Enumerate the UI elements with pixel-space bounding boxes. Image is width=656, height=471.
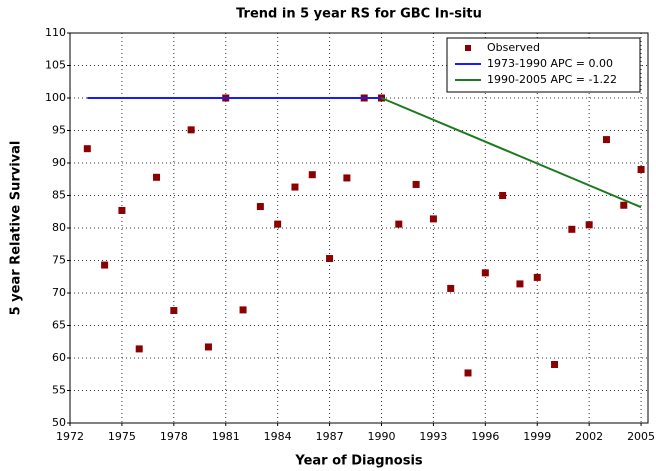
marker: [568, 225, 576, 233]
marker: [551, 361, 559, 368]
marker: [499, 192, 507, 199]
legend-label: Observed: [487, 41, 540, 54]
marker: [274, 220, 282, 228]
marker: [118, 206, 126, 214]
legend-swatch: [465, 45, 471, 51]
marker: [481, 269, 489, 277]
marker: [447, 284, 455, 292]
y-tick-label: 110: [45, 26, 66, 39]
x-tick-label: 1999: [523, 430, 551, 443]
y-tick-label: 65: [52, 319, 66, 332]
y-tick-label: 105: [45, 59, 66, 72]
marker: [343, 174, 351, 182]
legend-label: 1973-1990 APC = 0.00: [487, 57, 613, 70]
marker: [602, 136, 610, 144]
marker: [412, 180, 420, 188]
x-tick-label: 1975: [108, 430, 136, 443]
x-tick-label: 1996: [471, 430, 499, 443]
marker: [187, 126, 195, 134]
marker: [291, 183, 299, 191]
marker: [533, 273, 541, 281]
x-tick-label: 1990: [367, 430, 395, 443]
marker: [326, 255, 334, 263]
x-tick-label: 1987: [316, 430, 344, 443]
marker: [135, 345, 143, 353]
x-tick-label: 1972: [56, 430, 84, 443]
x-tick-label: 2005: [627, 430, 655, 443]
y-tick-label: 50: [52, 416, 66, 429]
x-axis-label: Year of Diagnosis: [294, 454, 423, 469]
marker: [83, 145, 91, 153]
y-tick-label: 70: [52, 286, 66, 299]
trend-line: [381, 97, 642, 209]
y-tick-label: 100: [45, 91, 66, 104]
plot-frame: [69, 32, 649, 424]
x-tick-label: 1981: [212, 430, 240, 443]
marker: [516, 280, 524, 288]
y-tick-label: 55: [52, 384, 66, 397]
marker: [308, 171, 316, 179]
marker: [204, 343, 212, 351]
y-tick-label: 85: [52, 189, 66, 202]
x-tick-label: 1978: [160, 430, 188, 443]
marker: [395, 220, 403, 228]
marker: [620, 201, 628, 209]
x-tick-label: 2002: [575, 430, 603, 443]
x-tick-label: 1984: [264, 430, 292, 443]
y-tick-label: 90: [52, 156, 66, 169]
marker: [153, 173, 161, 181]
marker: [170, 307, 178, 315]
chart-title: Trend in 5 year RS for GBC In-situ: [236, 7, 482, 22]
y-tick-label: 80: [52, 221, 66, 234]
y-tick-label: 60: [52, 351, 66, 364]
marker: [585, 221, 593, 229]
y-axis-label: 5 year Relative Survival: [9, 141, 24, 316]
legend-label: 1990-2005 APC = -1.22: [487, 73, 617, 86]
marker: [239, 306, 247, 314]
marker: [256, 203, 264, 211]
marker: [637, 166, 645, 173]
y-tick-label: 75: [52, 254, 66, 267]
y-tick-label: 95: [52, 124, 66, 137]
marker: [429, 215, 437, 223]
x-tick-label: 1993: [419, 430, 447, 443]
marker: [101, 261, 109, 269]
marker: [464, 369, 472, 377]
